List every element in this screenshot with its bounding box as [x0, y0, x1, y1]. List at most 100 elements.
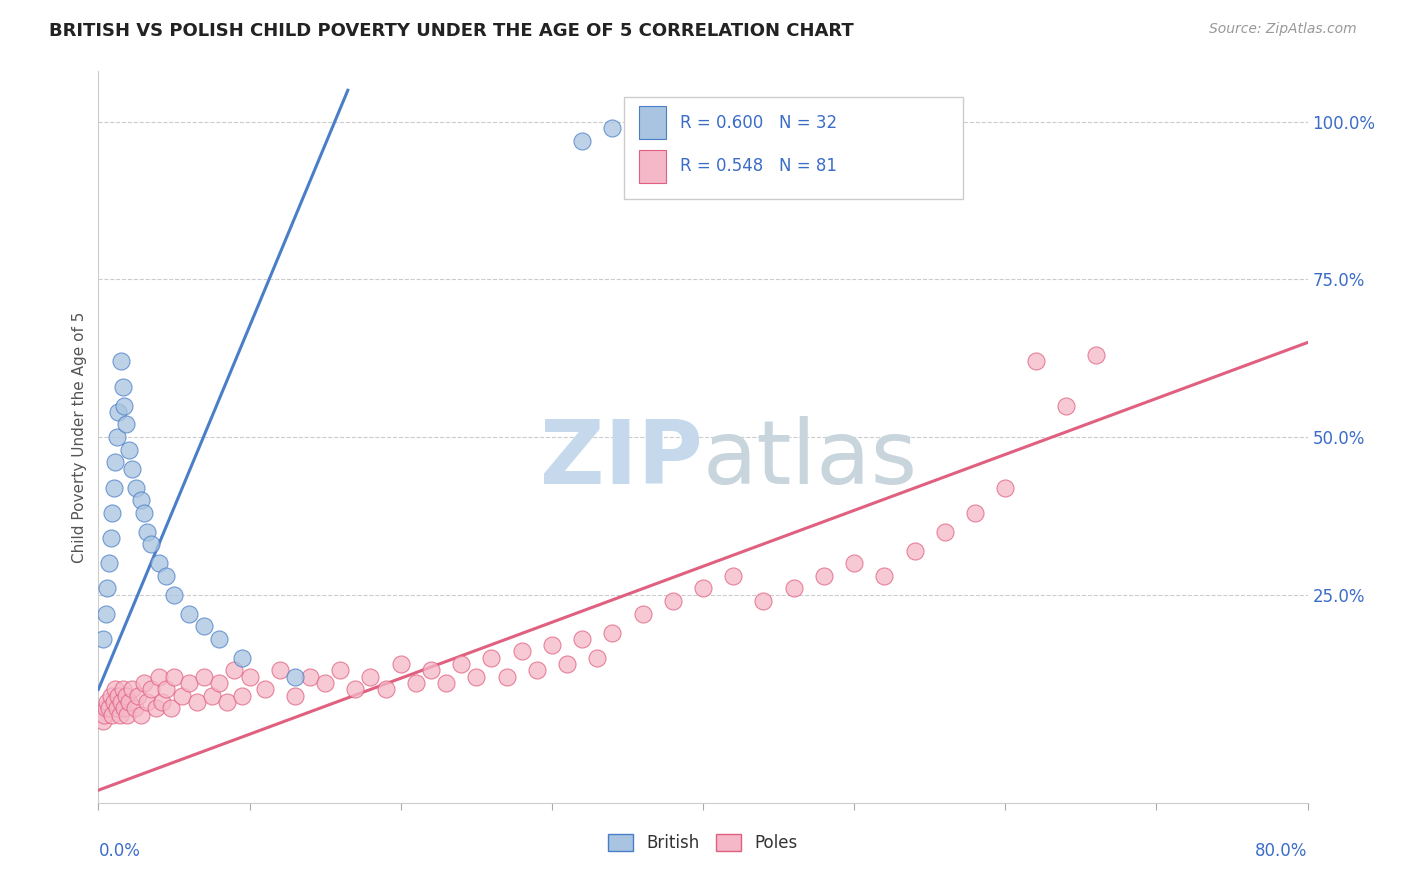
- Point: [1085, 348, 1108, 362]
- Point: [118, 695, 141, 709]
- Point: [752, 594, 775, 608]
- Point: [98, 701, 121, 715]
- Point: [115, 707, 138, 722]
- Point: [602, 121, 624, 136]
- Point: [104, 455, 127, 469]
- Point: [299, 670, 322, 684]
- Point: [96, 582, 118, 596]
- Bar: [638, 106, 665, 139]
- Point: [98, 556, 121, 570]
- Point: [284, 670, 307, 684]
- Point: [108, 707, 131, 722]
- Text: ZIP: ZIP: [540, 416, 703, 502]
- Bar: [638, 150, 665, 183]
- Point: [101, 707, 124, 722]
- Point: [526, 664, 548, 678]
- Point: [112, 399, 135, 413]
- Point: [141, 537, 163, 551]
- Point: [135, 695, 157, 709]
- Point: [163, 670, 186, 684]
- Point: [994, 481, 1017, 495]
- Point: [160, 701, 183, 715]
- Point: [314, 676, 336, 690]
- Point: [1024, 354, 1046, 368]
- Point: [934, 524, 956, 539]
- Point: [193, 619, 215, 633]
- Point: [179, 607, 201, 621]
- Point: [101, 506, 124, 520]
- Point: [239, 670, 262, 684]
- Point: [132, 676, 155, 690]
- Point: [111, 682, 134, 697]
- Point: [110, 695, 132, 709]
- Point: [186, 695, 208, 709]
- Text: 0.0%: 0.0%: [98, 842, 141, 860]
- Point: [179, 676, 201, 690]
- Point: [129, 707, 152, 722]
- Point: [555, 657, 578, 671]
- Point: [231, 689, 253, 703]
- Text: BRITISH VS POLISH CHILD POVERTY UNDER THE AGE OF 5 CORRELATION CHART: BRITISH VS POLISH CHILD POVERTY UNDER TH…: [49, 22, 853, 40]
- Point: [723, 569, 745, 583]
- Text: 80.0%: 80.0%: [1256, 842, 1308, 860]
- Text: Source: ZipAtlas.com: Source: ZipAtlas.com: [1209, 22, 1357, 37]
- Point: [723, 128, 745, 142]
- Point: [495, 670, 517, 684]
- Point: [118, 442, 141, 457]
- Point: [132, 506, 155, 520]
- Point: [661, 594, 683, 608]
- Point: [510, 644, 533, 658]
- Point: [141, 682, 163, 697]
- Point: [215, 695, 238, 709]
- Point: [150, 695, 173, 709]
- Y-axis label: Child Poverty Under the Age of 5: Child Poverty Under the Age of 5: [72, 311, 87, 563]
- Point: [692, 582, 714, 596]
- Point: [104, 682, 127, 697]
- Point: [231, 650, 253, 665]
- Point: [94, 607, 117, 621]
- Point: [100, 531, 122, 545]
- Point: [571, 632, 593, 646]
- Point: [96, 695, 118, 709]
- Point: [121, 461, 143, 475]
- Point: [110, 354, 132, 368]
- Point: [155, 569, 177, 583]
- Point: [208, 632, 231, 646]
- Point: [420, 664, 443, 678]
- Point: [114, 689, 136, 703]
- Point: [107, 405, 129, 419]
- Point: [201, 689, 224, 703]
- Point: [91, 714, 114, 728]
- Point: [112, 701, 135, 715]
- Point: [107, 689, 129, 703]
- Point: [631, 607, 654, 621]
- Text: R = 0.600   N = 32: R = 0.600 N = 32: [681, 113, 837, 131]
- Point: [374, 682, 396, 697]
- Point: [91, 632, 114, 646]
- Point: [121, 682, 143, 697]
- Point: [148, 670, 170, 684]
- Text: atlas: atlas: [703, 416, 918, 502]
- Point: [103, 481, 125, 495]
- Point: [105, 430, 128, 444]
- Point: [904, 543, 927, 558]
- Point: [93, 707, 115, 722]
- Point: [114, 417, 136, 432]
- Point: [844, 556, 866, 570]
- Point: [148, 556, 170, 570]
- Point: [94, 701, 117, 715]
- Point: [1054, 399, 1077, 413]
- Legend: British, Poles: British, Poles: [600, 825, 806, 860]
- Point: [481, 650, 503, 665]
- Point: [965, 506, 987, 520]
- Point: [586, 650, 609, 665]
- Point: [571, 134, 593, 148]
- Point: [389, 657, 412, 671]
- Point: [360, 670, 382, 684]
- Point: [103, 695, 125, 709]
- Point: [253, 682, 276, 697]
- Point: [193, 670, 215, 684]
- Point: [540, 638, 562, 652]
- Point: [127, 689, 149, 703]
- FancyBboxPatch shape: [624, 97, 963, 200]
